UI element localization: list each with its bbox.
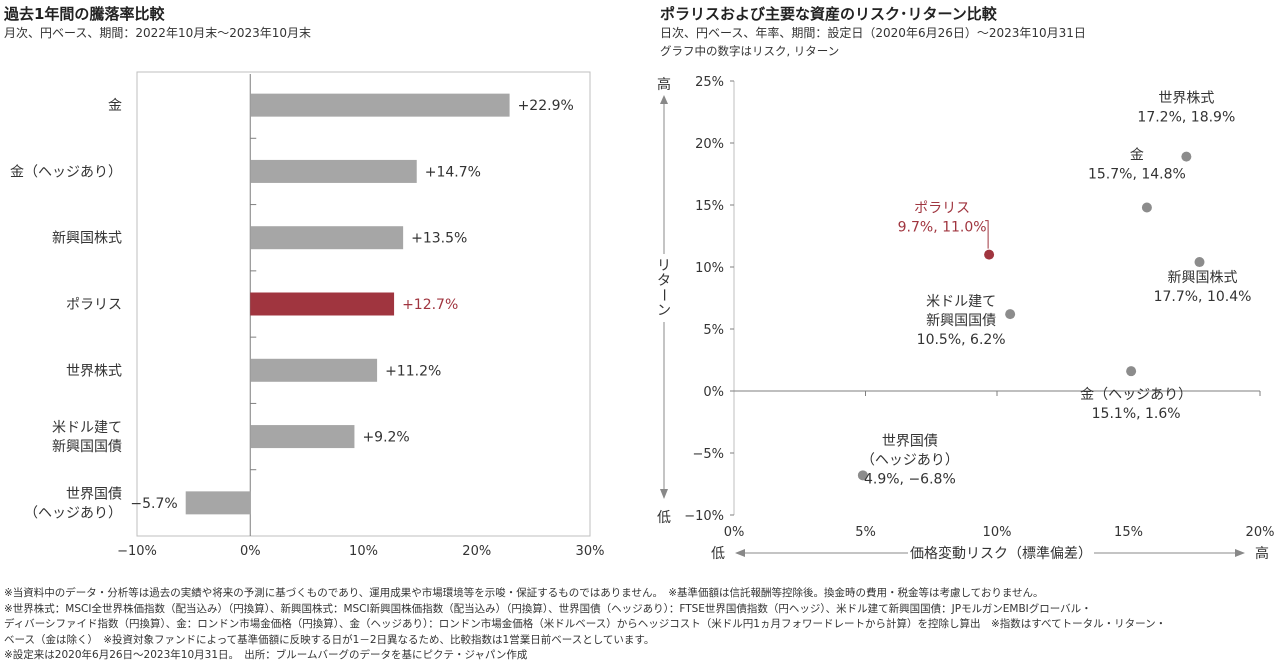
value-label: +14.7% [425, 164, 481, 180]
footnote-line: ベース（金は除く） ※投資対象ファンドによって基準価額に反映する日が1－2日異な… [4, 633, 655, 646]
scatter-point [1194, 257, 1205, 268]
point-label: 金（ヘッジあり） [1080, 387, 1192, 403]
x-tick-label: 15% [1114, 525, 1143, 540]
category-label: 世界株式 [66, 363, 122, 379]
y-high-label: 高 [657, 76, 671, 93]
x-tick-label: 20% [462, 544, 491, 558]
y-low-label: 低 [657, 510, 671, 526]
right-chart-note: グラフ中の数字はリスク, リターン [660, 44, 840, 58]
scatter-point [1141, 202, 1152, 213]
leader-line [985, 220, 989, 249]
x-tick-label: −10% [117, 544, 157, 558]
bar-chart: 金 +22.9% 金（ヘッジあり） +14.7% 新興国株式 +13.5% ポラリス +12.… [10, 71, 605, 559]
y-tick-label: 25% [695, 75, 724, 90]
y-tick-label: −5% [692, 447, 724, 462]
x-tick-label: 0% [724, 525, 745, 540]
bar [250, 226, 404, 250]
y-axis-title-char: ー [655, 288, 671, 302]
y-tick-label: 0% [703, 385, 724, 400]
scatter-chart: 0% 5% 10% 15% 20%−10%−5%0%5%10%15%20%25%高低リタ… [655, 75, 1275, 562]
y-tick-label: 15% [695, 199, 724, 214]
scatter-point [1005, 309, 1016, 320]
point-label: 17.7%, 10.4% [1154, 289, 1252, 305]
point-label: 米ドル建て [926, 294, 996, 310]
y-axis-title-char: ン [657, 303, 671, 319]
value-label: +13.5% [411, 231, 467, 247]
point-label: 10.5%, 6.2% [917, 332, 1006, 348]
point-label: 9.7%, 11.0% [898, 220, 987, 236]
y-tick-label: 5% [703, 323, 724, 338]
point-label: 15.7%, 14.8% [1088, 166, 1186, 182]
bar [250, 159, 417, 183]
category-label: 米ドル建て [52, 420, 122, 436]
category-label: 金（ヘッジあり） [10, 164, 122, 180]
footnote-line: ※当資料中のデータ・分析等は過去の実績や将来の予測に基づくものであり、運用成果や… [4, 587, 1044, 599]
y-tick-label: 20% [695, 137, 724, 152]
footnote-line: ディバーシファイド指数（円換算）、金：ロンドン市場金価格（円換算）、金（ヘッジあ… [4, 618, 1167, 630]
x-low-label: 低 [711, 546, 725, 562]
category-label: （ヘッジあり） [24, 505, 122, 521]
point-label: 世界国債 [882, 433, 938, 449]
value-label: +22.9% [518, 98, 574, 114]
x-tick-label: 0% [240, 544, 261, 558]
left-chart-title: 過去1年間の騰落率比較 [4, 5, 165, 23]
point-label: 新興国国債 [926, 313, 996, 329]
plot-area-border [136, 71, 591, 537]
category-label: ポラリス [66, 297, 122, 313]
bar [250, 358, 378, 382]
x-tick-label: 30% [576, 544, 605, 558]
y-arrow-down-head [660, 489, 668, 499]
y-tick-label: 10% [695, 261, 724, 276]
y-tick-label: −10% [684, 509, 724, 524]
category-label: 世界国債 [66, 486, 122, 502]
scatter-chart-container: 0% 5% 10% 15% 20% −10% −5% 0% 5% 10% 15% 20% 25% 高低リタ… [640, 62, 1280, 582]
x-high-label: 高 [1255, 545, 1269, 562]
y-arrow-up-head [660, 95, 668, 104]
y-axis-title-char: リ [657, 258, 671, 274]
footnote-line: ※世界株式：MSCI全世界株価指数（配当込み）（円換算）、新興国株式：MSCI新… [4, 602, 1092, 615]
value-label: +12.7% [402, 297, 458, 313]
x-arrow-left-head [735, 549, 745, 557]
scatter-point [857, 470, 868, 481]
x-tick-label: 10% [983, 525, 1012, 540]
bar-chart-container: 金 +22.9% 金（ヘッジあり） +14.7% 新興国株式 +13.5% ポラリス +12.… [0, 62, 620, 562]
point-label: 4.9%, −6.8% [864, 471, 956, 487]
right-chart-title: ポラリスおよび主要な資産のリスク･リターン比較 [660, 5, 997, 23]
x-tick-label: 5% [855, 525, 876, 540]
category-label: 新興国国債 [52, 439, 122, 455]
bar [250, 292, 395, 316]
left-chart-subtitle: 月次、円ベース、期間：2022年10月末～2023年10月末 [4, 26, 312, 40]
scatter-point [1181, 151, 1192, 162]
value-label: +9.2% [362, 430, 409, 446]
footnote-line: ※設定来は2020年6月26日～2023年10月31日。 出所：ブルームバーグの… [4, 649, 528, 661]
point-label: 金 [1130, 147, 1144, 163]
point-label: （ヘッジあり） [861, 452, 959, 468]
value-label: +11.2% [385, 363, 441, 379]
point-label: 世界株式 [1158, 91, 1214, 107]
x-tick-label: 10% [349, 544, 378, 558]
right-chart-subtitle: 日次、円ベース、年率、期間：設定日（2020年6月26日）～2023年10月31… [660, 26, 1086, 40]
y-axis-title-char: タ [657, 273, 671, 289]
scatter-point [1126, 366, 1137, 377]
point-label: ポラリス [914, 201, 970, 217]
x-tick-label: 20% [1246, 525, 1275, 540]
x-arrow-right-head [1235, 549, 1245, 557]
category-label: 金 [108, 98, 122, 114]
point-label: 新興国株式 [1168, 270, 1238, 286]
category-label: 新興国株式 [52, 231, 122, 247]
bar [185, 491, 251, 515]
point-label: 15.1%, 1.6% [1092, 406, 1181, 422]
value-label: −5.7% [130, 496, 177, 512]
bar [250, 425, 355, 449]
bar [250, 93, 510, 117]
point-label: 17.2%, 18.9% [1137, 110, 1235, 126]
scatter-point [984, 249, 995, 260]
x-axis-title: 価格変動リスク（標準偏差） [910, 545, 1092, 562]
footnotes: ※当資料中のデータ・分析等は過去の実績や将来の予測に基づくものであり、運用成果や… [4, 586, 1278, 664]
